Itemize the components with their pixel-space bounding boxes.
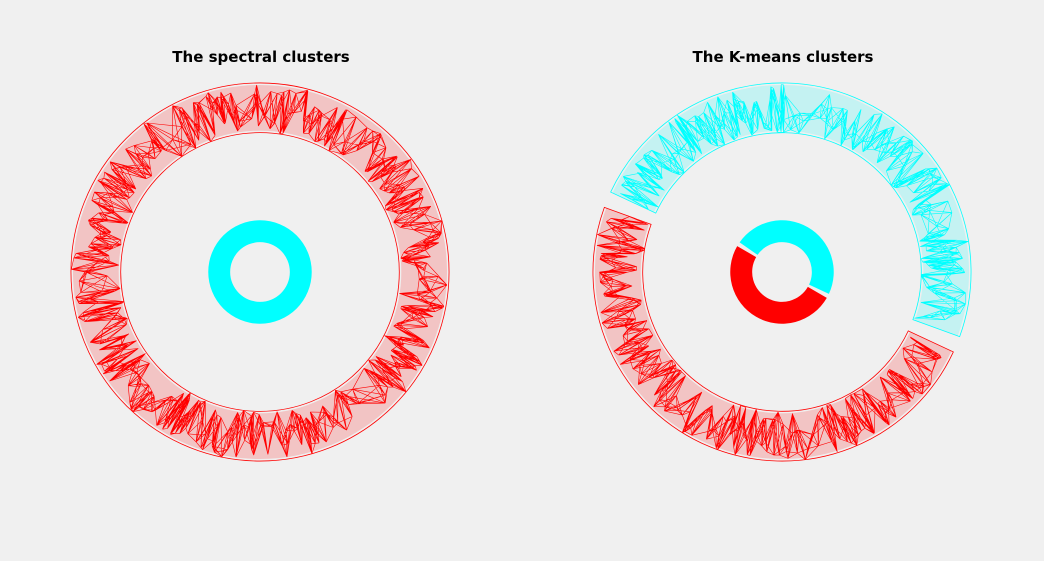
cluster-series-0 xyxy=(610,82,972,338)
spectral-clusters-panel: The spectral clusters xyxy=(70,48,450,462)
kmeans-clusters-panel: The K-means clusters xyxy=(522,0,1044,561)
cluster-series-1 xyxy=(208,220,312,324)
cluster-series-1 xyxy=(592,206,954,462)
cluster-edges xyxy=(596,216,942,460)
spectral-clusters-plot xyxy=(70,82,450,462)
kmeans-clusters-plot xyxy=(592,82,972,462)
cluster-series-3 xyxy=(730,246,827,324)
cluster-ring-outline xyxy=(610,82,972,338)
chart-title: The K-means clusters xyxy=(692,48,874,66)
cluster-ring xyxy=(208,220,312,324)
cluster-series-0 xyxy=(70,82,450,462)
cluster-series-2 xyxy=(739,220,834,294)
cluster-ring-outline xyxy=(70,82,450,462)
cluster-edges xyxy=(620,84,969,321)
cluster-ring xyxy=(730,246,827,324)
cluster-ring xyxy=(739,220,834,294)
cluster-ring xyxy=(72,84,448,460)
chart-title: The spectral clusters xyxy=(172,48,350,66)
cluster-edges xyxy=(71,84,448,458)
cluster-ring xyxy=(612,84,970,336)
cluster-ring xyxy=(594,208,952,460)
cluster-ring-outline xyxy=(592,206,954,462)
